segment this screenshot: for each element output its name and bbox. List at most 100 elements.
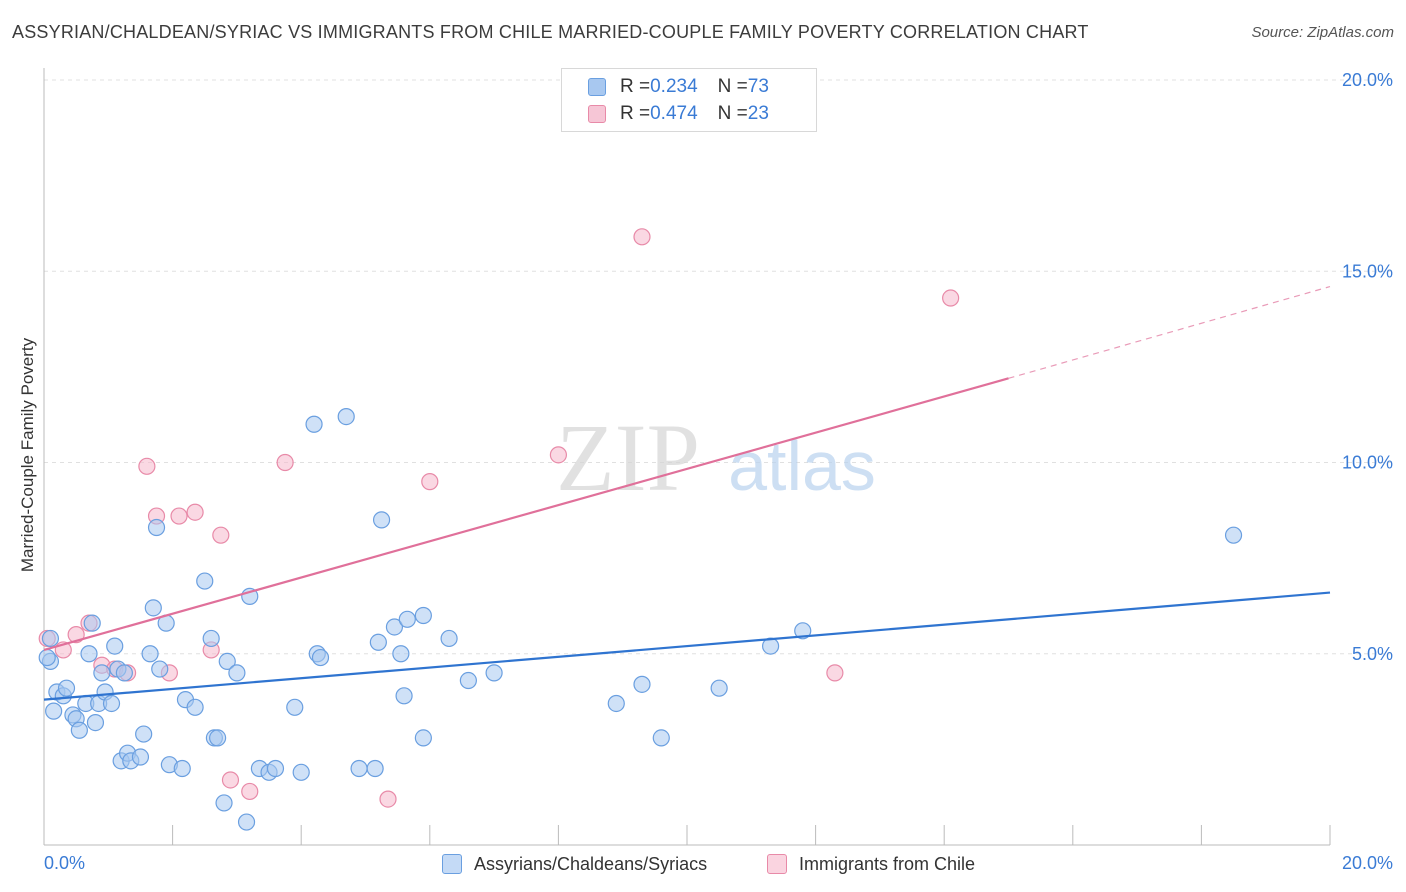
data-point-assyrian <box>173 759 191 778</box>
data-point-assyrian <box>45 702 63 720</box>
data-point-assyrian <box>607 694 625 713</box>
data-point-assyrian <box>337 408 355 426</box>
legend-row-assyrian: R = 0.234 N = 73 <box>588 75 769 99</box>
watermark-atlas: atlas <box>728 427 876 505</box>
data-point-chile <box>186 503 204 521</box>
legend-r-value: 0.234 <box>650 76 698 97</box>
data-point-assyrian <box>228 664 246 682</box>
data-point-assyrian <box>350 759 368 778</box>
data-point-chile <box>221 771 240 789</box>
data-point-assyrian <box>83 614 101 632</box>
data-point-chile <box>379 790 397 808</box>
data-point-assyrian <box>286 698 304 716</box>
bottom-legend-swatch-chile <box>767 854 787 874</box>
bottom-legend-swatch-assyrian <box>442 854 462 874</box>
data-point-assyrian <box>135 725 153 743</box>
legend-r-value: 0.474 <box>650 103 698 124</box>
data-point-assyrian <box>218 652 236 671</box>
y-tick-label: 5.0% <box>1352 644 1393 664</box>
data-point-chile <box>421 473 439 491</box>
data-point-assyrian <box>209 729 227 747</box>
legend-row-chile: R = 0.474 N = 23 <box>588 102 769 126</box>
trend-line-chile-extension <box>1008 285 1331 379</box>
data-point-assyrian <box>366 759 384 778</box>
data-point-assyrian <box>385 618 404 636</box>
data-point-chile <box>549 446 568 464</box>
data-point-assyrian <box>794 622 812 640</box>
legend-r-label: R = <box>620 76 651 97</box>
data-point-chile <box>212 526 230 544</box>
legend-n-value: 23 <box>747 103 769 124</box>
watermark-zip: ZIP <box>556 404 700 511</box>
data-point-assyrian <box>131 748 150 766</box>
data-point-assyrian <box>311 648 330 667</box>
data-point-assyrian <box>633 675 651 693</box>
legend: R = 0.234 N = 73 R = 0.474 N = 23 <box>561 68 817 132</box>
x-tick-label: 20.0% <box>1342 853 1393 873</box>
legend-n-value: 73 <box>747 76 769 97</box>
data-point-assyrian <box>369 633 387 651</box>
bottom-legend-assyrian: Assyrians/Chaldeans/Syriacs <box>442 852 707 876</box>
data-point-assyrian <box>115 664 133 682</box>
data-point-assyrian <box>151 660 169 678</box>
data-point-assyrian <box>93 664 111 682</box>
data-point-assyrian <box>215 794 233 812</box>
data-point-assyrian <box>237 813 256 831</box>
data-point-chile <box>633 228 651 246</box>
y-tick-label: 10.0% <box>1342 453 1393 473</box>
data-point-assyrian <box>106 637 124 655</box>
x-tick-label: 0.0% <box>44 853 85 873</box>
data-point-assyrian <box>292 763 310 781</box>
data-point-assyrian <box>372 511 391 529</box>
data-point-assyrian <box>710 679 728 697</box>
chart-title: ASSYRIAN/CHALDEAN/SYRIAC VS IMMIGRANTS F… <box>12 22 1089 42</box>
watermark: ZIP atlas <box>556 404 876 511</box>
data-point-assyrian <box>196 572 214 590</box>
source-label: Source: ZipAtlas.com <box>1251 24 1394 41</box>
series-assyrian-points <box>38 408 1243 831</box>
legend-n-label: N = <box>717 76 748 97</box>
trend-line-assyrian <box>43 591 1331 701</box>
data-point-chile <box>170 507 188 525</box>
data-point-assyrian <box>86 713 105 732</box>
data-point-assyrian <box>440 629 458 648</box>
grid-lines <box>44 79 1394 655</box>
trend-line-chile <box>43 377 1009 651</box>
legend-swatch-chile <box>588 105 606 123</box>
legend-swatch-assyrian <box>588 78 606 96</box>
data-point-assyrian <box>485 664 503 682</box>
data-point-assyrian <box>202 629 220 648</box>
data-point-assyrian <box>141 645 159 663</box>
data-point-assyrian <box>57 679 76 697</box>
tick-labels: 5.0% 10.0% 15.0% 20.0% 0.0% 20.0% <box>44 70 1393 873</box>
data-point-assyrian <box>398 610 416 628</box>
legend-n-label: N = <box>717 103 748 124</box>
data-point-assyrian <box>652 729 670 747</box>
data-point-assyrian <box>147 518 166 537</box>
data-point-chile <box>276 453 294 472</box>
trend-lines <box>43 285 1331 701</box>
data-point-chile <box>241 782 259 801</box>
data-point-assyrian <box>186 698 204 716</box>
data-point-assyrian <box>266 759 285 778</box>
data-point-assyrian <box>305 415 323 433</box>
bottom-legend-chile: Immigrants from Chile <box>767 852 975 876</box>
data-point-assyrian <box>41 629 60 648</box>
series-chile-points <box>38 228 960 808</box>
legend-r-label: R = <box>620 103 651 124</box>
data-point-assyrian <box>144 599 162 617</box>
data-point-chile <box>138 457 156 475</box>
data-point-chile <box>942 289 960 307</box>
data-point-assyrian <box>102 694 121 713</box>
bottom-legend-label-chile: Immigrants from Chile <box>799 853 976 874</box>
data-point-chile <box>826 664 844 682</box>
y-tick-label: 15.0% <box>1342 261 1393 281</box>
data-point-assyrian <box>414 606 432 625</box>
data-point-assyrian <box>392 645 410 663</box>
data-point-assyrian <box>70 721 88 739</box>
data-point-assyrian <box>395 687 413 705</box>
bottom-legend-label-assyrian: Assyrians/Chaldeans/Syriacs <box>474 853 708 874</box>
axes <box>43 68 1331 846</box>
data-point-assyrian <box>38 648 56 667</box>
